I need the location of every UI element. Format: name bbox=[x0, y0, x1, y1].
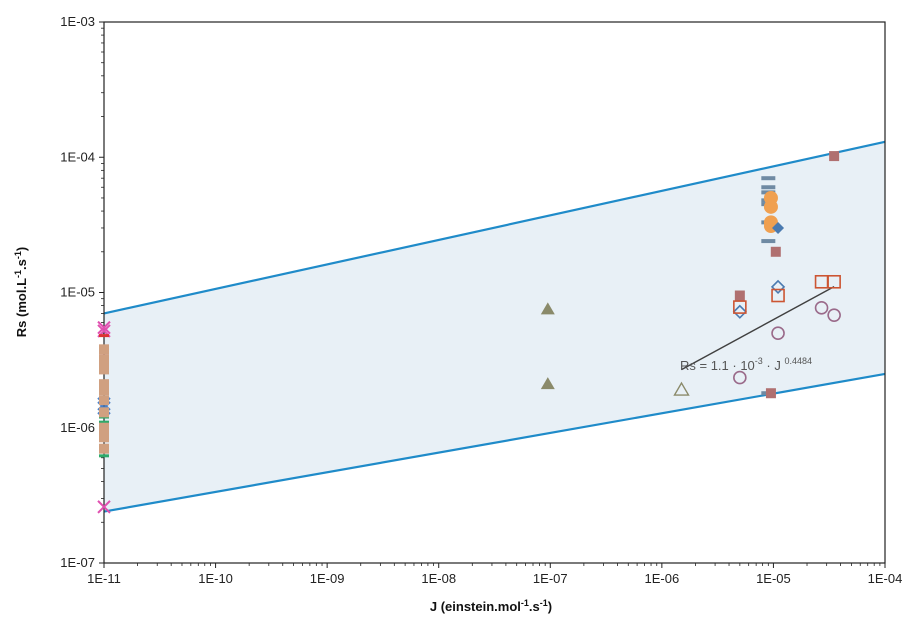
data-point-open-circle bbox=[814, 301, 829, 315]
band-upper-edge bbox=[103, 140, 886, 315]
data-point-bar bbox=[761, 185, 776, 190]
x-tick-label: 1E-09 bbox=[310, 571, 345, 586]
x-axis-title: J (einstein.mol-1.s-1) bbox=[430, 598, 552, 614]
y-axis-title: Rs (mol.L-1.s-1) bbox=[13, 247, 29, 337]
data-point-square bbox=[99, 407, 109, 418]
data-point-square bbox=[99, 432, 109, 443]
data-point-open-triangle bbox=[673, 381, 690, 396]
data-point-square bbox=[99, 385, 109, 396]
data-points-group bbox=[97, 151, 841, 514]
data-point-open-square bbox=[827, 274, 841, 289]
fit-equation-label: Rs = 1.1 · 10-3 · J 0.4484 bbox=[680, 356, 812, 373]
data-point-dash bbox=[99, 334, 109, 338]
y-tick-label: 1E-07 bbox=[60, 555, 95, 570]
band-lower-edge bbox=[103, 372, 886, 513]
y-tick-label: 1E-03 bbox=[60, 14, 95, 29]
data-point-x bbox=[97, 500, 111, 514]
x-tick-label: 1E-07 bbox=[533, 571, 568, 586]
x-tick-label: 1E-11 bbox=[87, 571, 121, 586]
data-point-square bbox=[770, 246, 781, 257]
data-point-square bbox=[99, 443, 109, 454]
data-point-open-circle bbox=[827, 308, 841, 322]
x-tick-label: 1E-10 bbox=[198, 571, 233, 586]
y-tick-label: 1E-06 bbox=[60, 420, 95, 435]
y-tick-label: 1E-04 bbox=[60, 149, 95, 164]
data-point-open-diamond bbox=[732, 304, 747, 319]
data-point-open-circle bbox=[771, 326, 785, 341]
data-point-open-diamond bbox=[770, 279, 786, 295]
axis-ticks-group: 1E-11 1E-10 1E-09 1E-08 1E-07 1E-06 1E-05 1E-04… bbox=[60, 14, 902, 586]
fit-line-group bbox=[681, 286, 835, 371]
x-tick-label: 1E-06 bbox=[645, 571, 680, 586]
x-tick-label: 1E-08 bbox=[421, 571, 456, 586]
data-point-dash bbox=[99, 454, 109, 458]
y-tick-label: 1E-05 bbox=[60, 285, 95, 300]
data-point-x bbox=[97, 320, 111, 335]
data-point-square bbox=[829, 151, 840, 162]
data-point-dash bbox=[99, 420, 109, 424]
data-point-open-circle bbox=[733, 370, 747, 385]
data-point-square bbox=[765, 388, 776, 399]
confidence-band-group bbox=[103, 140, 886, 513]
data-point-square bbox=[734, 290, 745, 301]
data-point-square bbox=[99, 422, 109, 433]
data-point-bar bbox=[761, 176, 776, 181]
data-point-square bbox=[99, 379, 109, 390]
data-point-square bbox=[99, 395, 109, 406]
data-point-square bbox=[99, 344, 109, 355]
data-point-bar bbox=[761, 239, 776, 244]
data-point-open-square bbox=[733, 300, 747, 314]
confidence-band bbox=[104, 141, 885, 512]
data-point-square bbox=[99, 354, 109, 365]
data-point-diamond bbox=[772, 221, 785, 234]
data-point-square bbox=[99, 364, 109, 375]
data-point-triangle bbox=[540, 377, 555, 390]
x-tick-label: 1E-05 bbox=[756, 571, 791, 586]
fit-line bbox=[681, 286, 835, 371]
data-point-triangle bbox=[540, 302, 555, 315]
x-tick-label: 1E-04 bbox=[868, 571, 903, 586]
data-point-open-square bbox=[771, 288, 785, 303]
data-point-circle bbox=[763, 199, 778, 214]
